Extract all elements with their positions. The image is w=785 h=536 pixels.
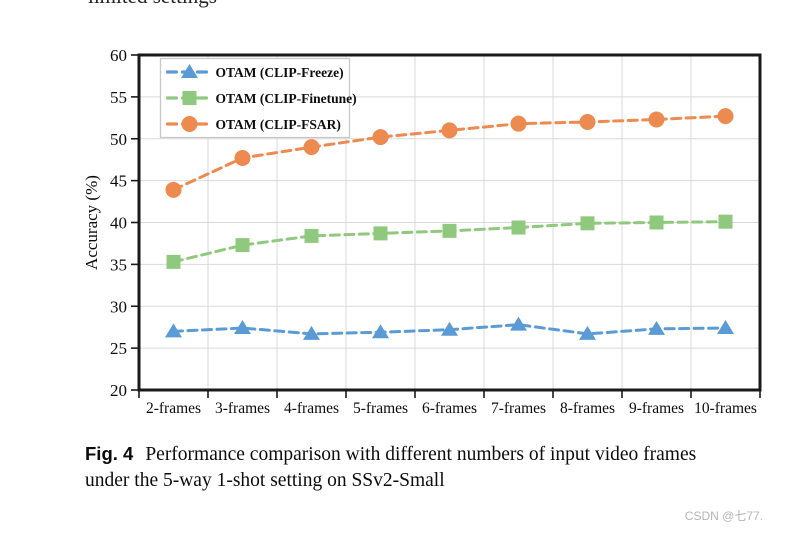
y-tick-label: 20	[110, 381, 127, 400]
figure-caption-label: Fig. 4	[85, 443, 134, 464]
data-point-marker	[235, 238, 250, 253]
data-point-marker	[165, 181, 182, 198]
data-point-marker	[304, 228, 319, 243]
data-point-marker	[580, 216, 595, 231]
x-tick-label: 6-frames	[422, 400, 477, 417]
y-tick-label: 60	[110, 46, 127, 65]
line-chart: 20 25 30 35 40 45 50 55 60 2-frames 3-frames 4-fram…	[82, 46, 762, 417]
data-point-marker	[718, 214, 733, 229]
y-tick-label: 25	[110, 339, 127, 358]
y-tick-label: 55	[110, 88, 127, 107]
data-point-marker	[649, 215, 664, 230]
x-tick-label: 10-frames	[694, 400, 757, 417]
data-point-marker	[372, 324, 389, 339]
figure-caption-text: Performance comparison with different nu…	[85, 444, 697, 491]
y-tick-label: 35	[110, 255, 127, 274]
data-point-marker	[372, 129, 389, 146]
data-point-marker	[579, 114, 596, 130]
legend-item-label: OTAM (CLIP-Finetune)	[216, 91, 357, 106]
data-point-marker	[165, 323, 182, 338]
data-point-marker	[579, 325, 596, 340]
data-point-marker	[303, 325, 320, 340]
x-tick-label: 2-frames	[146, 400, 201, 417]
legend-marker	[182, 91, 197, 105]
watermark-text: CSDN @七77.	[684, 509, 763, 523]
x-tick-label: 8-frames	[560, 400, 615, 417]
x-tick-label: 4-frames	[284, 400, 339, 417]
x-tick-label: 7-frames	[491, 400, 546, 417]
figure-caption: Fig. 4 Performance comparison with differ…	[85, 441, 717, 494]
data-point-marker	[648, 320, 665, 335]
data-point-marker	[442, 223, 457, 238]
x-tick-label: 5-frames	[353, 400, 408, 417]
y-tick-label: 40	[110, 214, 127, 233]
data-point-marker	[441, 321, 458, 336]
data-point-marker	[510, 115, 527, 132]
data-point-marker	[234, 150, 251, 167]
data-point-marker	[511, 220, 526, 235]
data-point-marker	[303, 139, 320, 156]
data-point-marker	[717, 108, 734, 125]
plot-border	[137, 53, 762, 392]
data-point-marker	[234, 320, 251, 335]
legend-marker	[181, 116, 198, 132]
y-tick-label: 45	[110, 172, 127, 191]
x-tick-label: 3-frames	[215, 400, 270, 417]
y-tick-label: 30	[110, 297, 127, 316]
data-point-marker	[166, 254, 181, 269]
data-point-marker	[441, 122, 458, 139]
data-point-marker	[717, 320, 734, 335]
y-tick-label: 50	[110, 130, 127, 149]
data-point-marker	[373, 226, 388, 241]
legend-item-label: OTAM (CLIP-Freeze)	[216, 65, 344, 80]
cropped-paragraph-text: limited settings	[88, 0, 217, 9]
legend-marker	[181, 64, 198, 78]
data-point-marker	[648, 111, 665, 128]
x-tick-label: 9-frames	[629, 400, 684, 417]
data-point-marker	[510, 316, 527, 331]
legend-item-label: OTAM (CLIP-FSAR)	[216, 117, 341, 132]
y-axis-title: Accuracy (%)	[82, 175, 101, 270]
